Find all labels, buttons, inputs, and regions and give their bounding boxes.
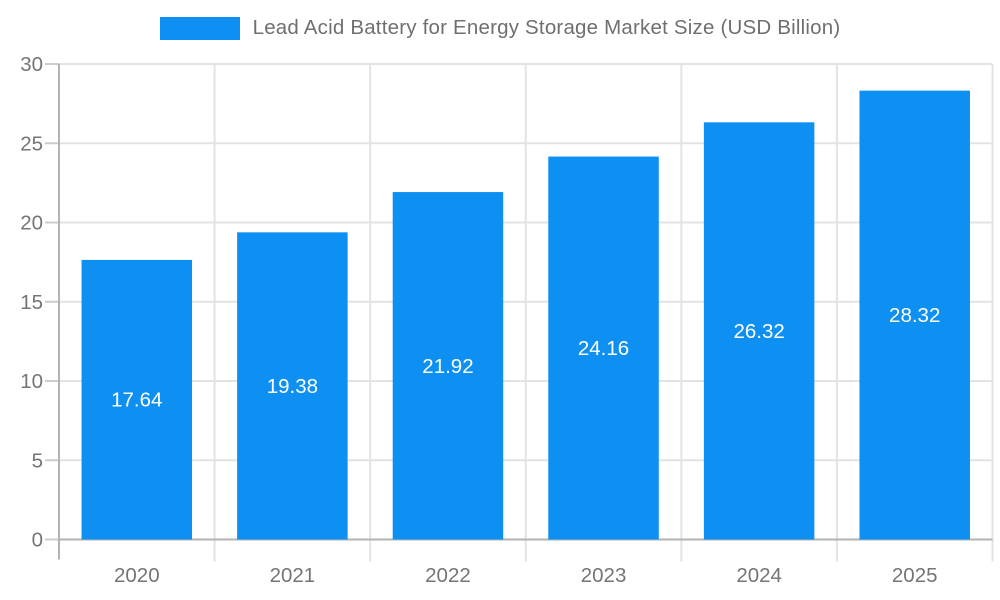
bar-value-label: 21.92 [422, 355, 473, 378]
bar-value-label: 24.16 [578, 337, 629, 360]
x-axis-tick-label: 2020 [114, 564, 160, 587]
bar [548, 156, 659, 540]
bar [81, 259, 193, 540]
y-axis-tick-label: 10 [20, 370, 43, 393]
bar-value-label: 19.38 [267, 375, 318, 398]
x-axis-tick-label: 2022 [425, 564, 471, 587]
y-axis-tick-label: 15 [20, 291, 43, 314]
y-axis-tick-label: 25 [20, 132, 43, 155]
bar [392, 192, 504, 540]
chart-title: Lead Acid Battery for Energy Storage Mar… [252, 16, 841, 40]
x-axis-tick-label: 2025 [892, 564, 938, 587]
bar [703, 122, 815, 540]
bar [237, 232, 348, 540]
y-axis-tick-label: 20 [20, 212, 43, 235]
x-axis-tick-label: 2024 [736, 564, 782, 587]
legend-swatch [159, 17, 240, 40]
y-axis-tick-label: 30 [20, 53, 43, 76]
bar-value-label: 26.32 [733, 320, 784, 343]
legend: Lead Acid Battery for Energy Storage Mar… [0, 17, 1000, 40]
bar [859, 90, 970, 540]
x-axis-tick-label: 2021 [270, 564, 316, 587]
bar-value-label: 28.32 [889, 304, 940, 327]
y-axis-tick-label: 5 [32, 449, 43, 472]
x-axis-tick-label: 2023 [581, 564, 627, 587]
y-axis-tick-label: 0 [32, 529, 43, 552]
bar-value-label: 17.64 [111, 389, 162, 412]
